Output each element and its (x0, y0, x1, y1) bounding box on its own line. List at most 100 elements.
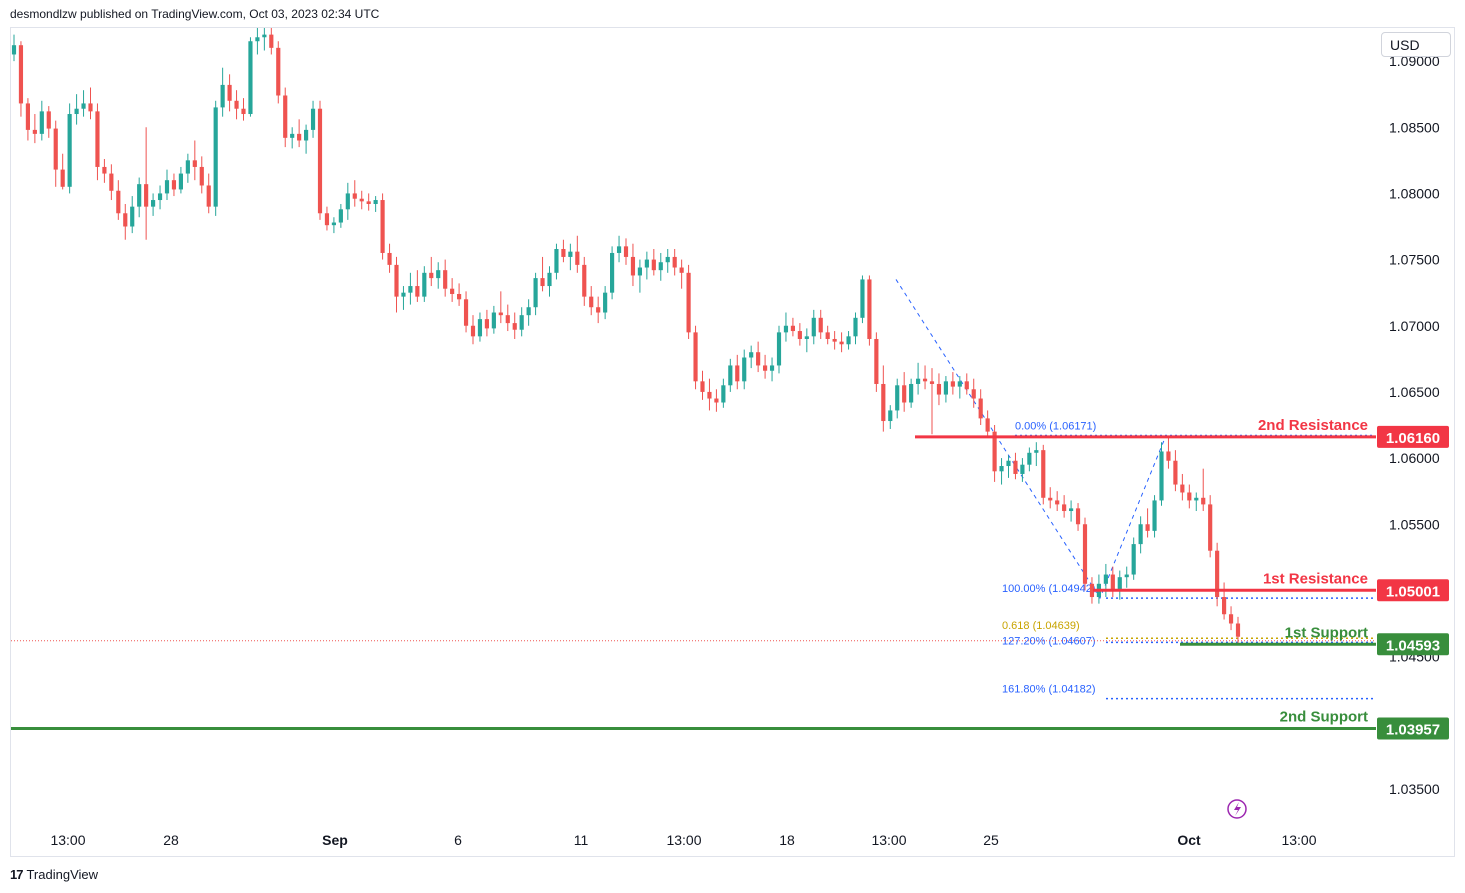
lightning-icon[interactable] (1227, 799, 1247, 819)
tradingview-brand[interactable]: 17 TradingView (10, 867, 98, 882)
candle-body (811, 317, 816, 337)
candle (276, 41, 281, 104)
candle-body (25, 103, 30, 130)
candle-body (199, 166, 204, 186)
fib-level-label: 100.00% (1.04942) (1002, 583, 1096, 595)
candle-body (616, 246, 622, 253)
candle (74, 94, 79, 125)
candle-body (895, 385, 900, 411)
candle-body (1089, 583, 1095, 598)
candle-body (1041, 450, 1046, 498)
candle-body (241, 108, 246, 115)
level-badge-value: 1.03957 (1386, 721, 1440, 738)
candle-body (881, 383, 886, 422)
candle (345, 182, 350, 220)
candle (1110, 566, 1115, 598)
candle (171, 173, 177, 197)
candle (88, 87, 93, 120)
candle (1152, 495, 1157, 538)
candle-body (380, 200, 385, 253)
candle (394, 256, 399, 313)
candle-body (825, 332, 830, 339)
candle-body (832, 338, 837, 342)
candle (596, 296, 601, 324)
candle (18, 41, 24, 117)
candle-body (888, 410, 893, 422)
candle-body (763, 365, 768, 371)
candle-body (1124, 574, 1129, 578)
candle (943, 376, 948, 403)
candle-body (178, 173, 183, 190)
candle-body (846, 336, 851, 345)
candle-body (1055, 500, 1060, 505)
candle-body (978, 398, 983, 419)
candle-body (206, 185, 211, 207)
candle-body (964, 381, 969, 390)
candle (53, 120, 58, 187)
candle (310, 100, 316, 138)
candle (39, 100, 44, 141)
candle (769, 357, 775, 382)
candle (832, 331, 837, 350)
currency-selector[interactable]: USD (1381, 32, 1451, 57)
candle (1013, 452, 1018, 480)
price-tick-label: 1.03500 (1389, 781, 1440, 797)
candle-body (554, 248, 559, 273)
candle-body (1082, 524, 1088, 584)
candle-body (67, 114, 72, 187)
candle-body (498, 312, 503, 316)
candle-body (74, 108, 79, 115)
candle-body (1013, 460, 1018, 474)
candle-body (1235, 623, 1241, 637)
candle (1201, 468, 1206, 512)
level-badge (1377, 579, 1449, 602)
candle-body (144, 184, 149, 207)
candle (1180, 473, 1185, 501)
candle (700, 370, 705, 400)
time-tick-label: Sep (322, 832, 348, 848)
level-name: 2nd Resistance (1258, 417, 1368, 434)
candle-body (171, 180, 177, 190)
candle-body (373, 200, 378, 205)
candle (457, 283, 462, 306)
candle (366, 193, 371, 211)
candle (1006, 455, 1011, 478)
candle-body (637, 267, 642, 276)
candle-body (290, 133, 295, 138)
candle (262, 28, 267, 51)
candle (1235, 616, 1241, 644)
candle (1215, 542, 1220, 607)
candle (137, 177, 142, 218)
price-tick-label: 1.06500 (1389, 384, 1440, 400)
fibonacci-extension: 0.00% (1.06171) 100.00% (1.04942) 0.618 (1… (895, 279, 1374, 700)
candle (255, 28, 260, 55)
candle-body (742, 357, 747, 382)
candle-body (610, 252, 615, 293)
candle (1069, 500, 1074, 522)
candle (1034, 442, 1039, 467)
candle (144, 127, 149, 240)
candle-body (394, 264, 399, 297)
candle (888, 405, 893, 429)
candle (1075, 503, 1081, 531)
candle-body (457, 293, 462, 300)
candle-body (672, 256, 677, 268)
fib-swing-leg (895, 279, 1167, 600)
candle-body (693, 332, 698, 382)
candle (227, 74, 232, 112)
candle-body (1159, 451, 1164, 501)
candle (874, 332, 879, 392)
candle (46, 106, 51, 138)
candle (206, 173, 211, 214)
candle (999, 458, 1004, 485)
candle-body (123, 213, 128, 227)
price-tick-label: 1.08500 (1389, 119, 1440, 135)
candle (846, 331, 851, 350)
candle (679, 259, 684, 289)
candle-body (164, 180, 170, 194)
candle (373, 196, 378, 212)
candle-body (1222, 597, 1227, 615)
candle-body (422, 272, 427, 297)
time-tick-label: 25 (983, 832, 999, 848)
